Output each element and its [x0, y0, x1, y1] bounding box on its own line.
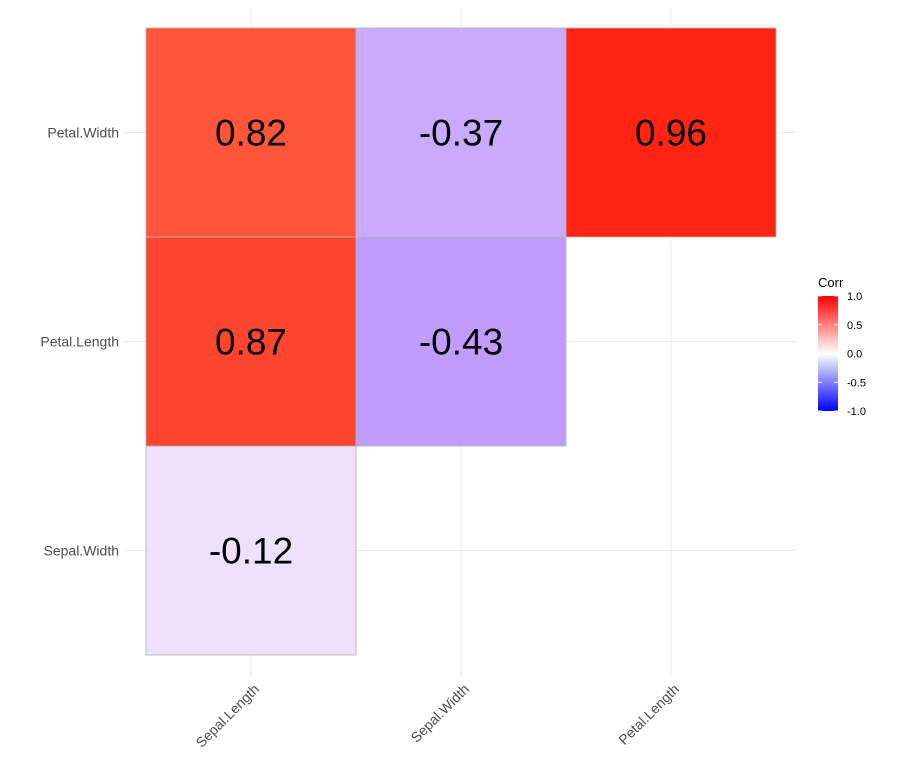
- legend-title: Corr: [818, 275, 844, 290]
- legend-tick-label: 0.0: [847, 349, 862, 361]
- legend-tick-label: -1.0: [847, 406, 866, 418]
- cell-value-label: 0.87: [215, 322, 287, 363]
- cell-value-labels: -0.12 0.87 -0.43 0.82 -0.37 0.96: [209, 113, 707, 572]
- y-axis-tick-labels: Sepal.Width Petal.Length Petal.Width: [40, 125, 119, 559]
- x-axis-tick-labels: Sepal.Length Sepal.Width Petal.Length: [192, 681, 682, 751]
- legend-tick-label: 0.5: [847, 320, 862, 332]
- color-legend: Corr 1.0 0.5 0.0 -0.5 -1.0: [818, 275, 866, 418]
- cell-value-label: 0.96: [635, 113, 707, 154]
- cell-value-label: 0.82: [215, 113, 287, 154]
- heatmap-cells: [145, 27, 777, 656]
- heatmap-cell-sepal-length-sepal-width: [145, 445, 357, 656]
- legend-tick-label: 1.0: [847, 291, 862, 303]
- cell-value-label: -0.37: [419, 113, 503, 154]
- cell-value-label: -0.43: [419, 322, 503, 363]
- x-tick-label-sepal-length: Sepal.Length: [192, 681, 262, 751]
- legend-ticks: 1.0 0.5 0.0 -0.5 -1.0: [818, 291, 866, 418]
- heatmap-cell-sepal-width-petal-width: [355, 27, 567, 238]
- heatmap-cell-petal-length-petal-width: [565, 27, 777, 238]
- y-tick-label-petal-width: Petal.Width: [47, 125, 119, 141]
- heatmap-cell-sepal-width-petal-length: [355, 236, 567, 447]
- legend-color-bar: [818, 296, 838, 411]
- cell-value-label: -0.12: [209, 531, 293, 572]
- heatmap-cell-sepal-length-petal-width: [145, 27, 357, 238]
- y-tick-label-sepal-width: Sepal.Width: [44, 543, 119, 559]
- y-tick-label-petal-length: Petal.Length: [40, 334, 119, 350]
- x-tick-label-sepal-width: Sepal.Width: [407, 681, 472, 746]
- legend-tick-label: -0.5: [847, 377, 866, 389]
- x-tick-label-petal-length: Petal.Length: [615, 681, 682, 748]
